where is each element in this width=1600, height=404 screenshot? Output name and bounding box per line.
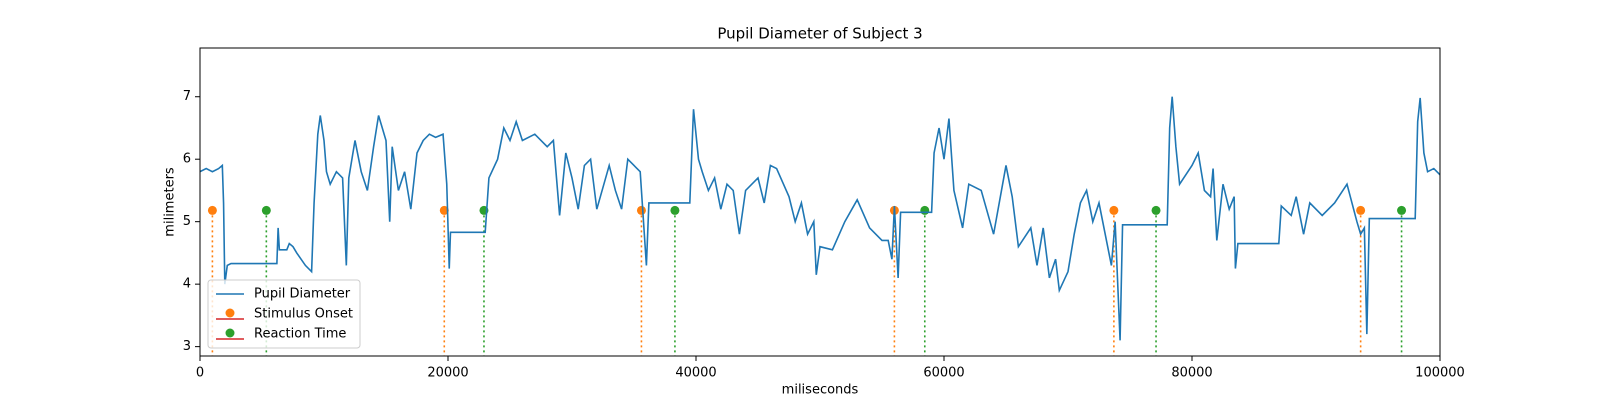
stem-marker	[261, 205, 271, 215]
legend-marker	[225, 328, 235, 338]
stem-marker	[670, 205, 680, 215]
y-tick-label: 4	[183, 277, 191, 292]
x-tick-label: 40000	[675, 366, 716, 381]
stem-marker	[920, 205, 930, 215]
line-series	[200, 96, 1440, 341]
stem-marker	[1397, 205, 1407, 215]
legend-marker	[225, 308, 235, 318]
legend-label: Reaction Time	[254, 327, 346, 342]
legend-label: Stimulus Onset	[254, 307, 353, 322]
stem-marker	[1109, 205, 1119, 215]
x-tick-label: 60000	[923, 366, 964, 381]
y-axis-label: milimeters	[163, 167, 178, 237]
axes-frame	[199, 47, 1441, 357]
chart-title: Pupil Diameter of Subject 3	[717, 25, 922, 43]
y-tick-label: 6	[183, 152, 191, 167]
plot-area	[200, 96, 1440, 356]
x-axis-label: miliseconds	[782, 383, 859, 398]
stem-marker	[207, 205, 217, 215]
x-tick-label: 20000	[427, 366, 468, 381]
y-tick-label: 7	[183, 89, 191, 104]
x-tick-label: 0	[196, 366, 204, 381]
stem-marker	[1356, 205, 1366, 215]
x-tick-label: 80000	[1171, 366, 1212, 381]
legend-label: Pupil Diameter	[254, 287, 351, 302]
stem-marker	[439, 205, 449, 215]
stem-marker	[636, 205, 646, 215]
y-tick-label: 5	[183, 214, 191, 229]
y-tick-label: 3	[183, 339, 191, 354]
legend-box	[207, 279, 361, 349]
x-tick-label: 100000	[1415, 366, 1465, 381]
stem-marker	[1151, 205, 1161, 215]
